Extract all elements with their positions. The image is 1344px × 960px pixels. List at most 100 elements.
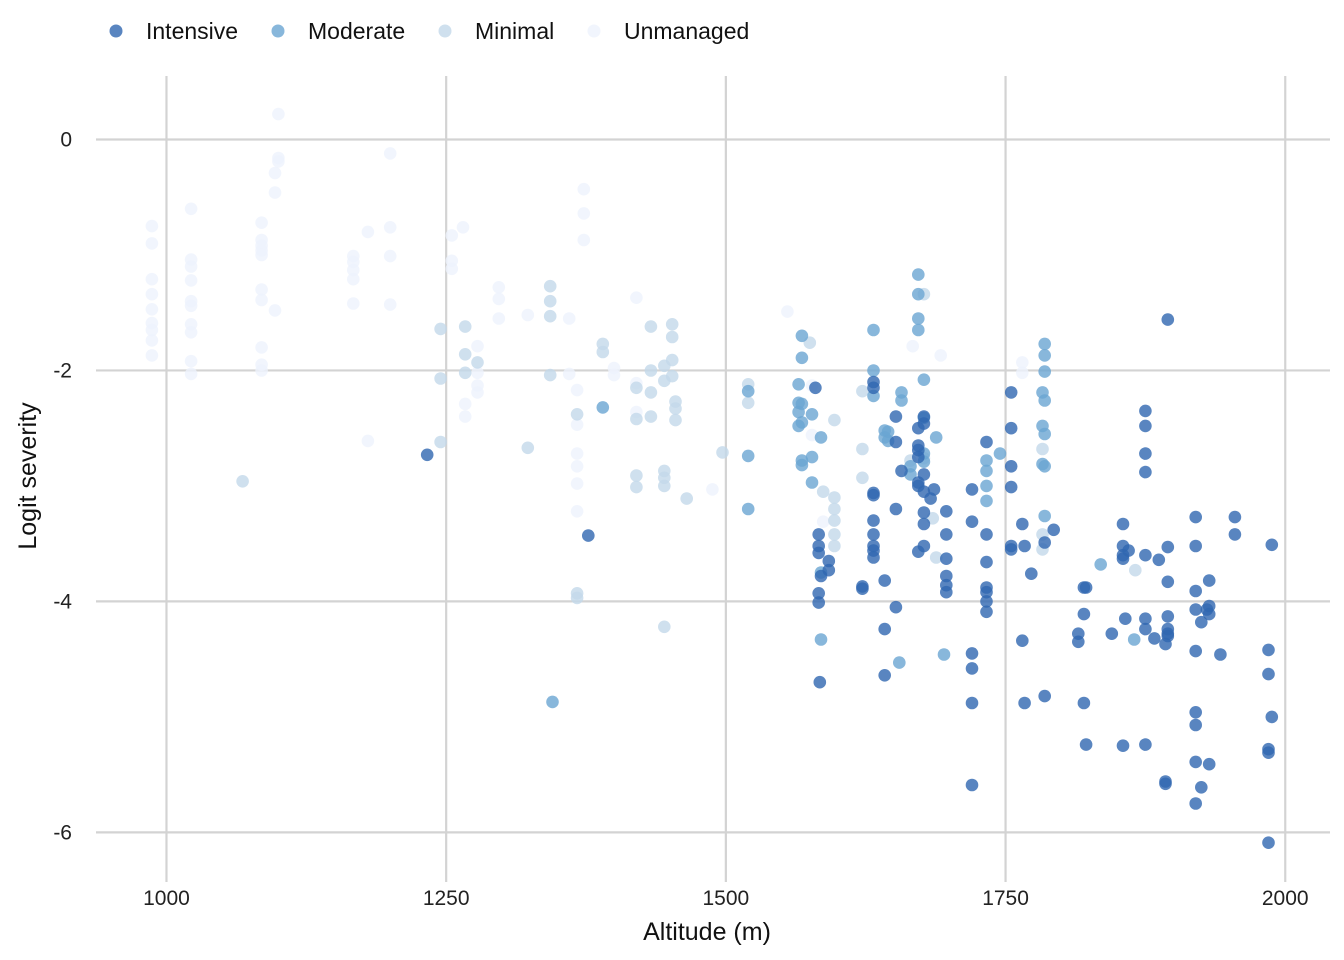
data-point [809,381,822,395]
data-point [658,620,671,634]
data-point [940,569,953,583]
data-point [577,182,591,196]
data-point [1265,538,1279,552]
legend-marker [109,24,123,38]
data-point [184,354,198,368]
data-point [792,378,805,391]
data-point [255,248,268,262]
data-point [434,372,447,385]
data-point [1016,634,1029,647]
data-point [492,292,506,306]
data-point [741,396,755,410]
data-point [867,514,880,527]
data-point [812,528,825,541]
data-point [236,475,249,488]
data-point [268,186,282,199]
data-point [471,386,484,399]
data-point [1159,637,1172,651]
data-point [1161,575,1175,589]
data-point [1228,510,1242,524]
data-point [361,225,375,239]
data-point [1038,337,1051,351]
data-point [1262,746,1275,759]
data-point [521,441,535,455]
data-point [965,647,979,660]
data-point [917,506,931,519]
data-point [1195,615,1208,629]
data-point [1262,643,1275,657]
y-tick-label: 0 [60,129,72,152]
data-point [828,413,841,427]
data-point [1129,563,1142,577]
data-point [878,622,891,636]
data-point [927,483,941,496]
data-point [1161,313,1175,326]
data-point [1159,777,1172,791]
data-point [255,293,268,307]
data-point [741,384,755,398]
y-axis-tick-labels: 0 -2 -4 -6 [53,129,72,845]
data-point [881,425,895,439]
data-point [268,304,282,317]
data-point [867,323,880,337]
data-point [912,312,925,325]
data-point [665,369,679,383]
data-point [1189,584,1202,598]
data-point [184,326,198,339]
data-point [895,464,908,478]
data-point [145,349,159,362]
data-point [630,469,643,482]
data-point [980,479,993,493]
data-point [471,356,484,369]
data-point [1016,517,1029,531]
data-point [607,368,621,382]
data-point [1018,539,1031,553]
y-tick-label: -2 [53,359,72,382]
data-point [856,582,869,595]
data-point [458,348,472,361]
data-point [795,329,809,343]
data-point [1189,644,1202,658]
data-point [630,480,643,494]
series-unmanaged [145,107,1029,528]
data-point [1139,404,1152,418]
data-point [1214,648,1227,661]
data-point [1139,447,1152,460]
data-point [828,502,841,516]
data-point [814,431,828,444]
data-point [492,281,506,294]
data-point [706,483,719,496]
data-point [680,492,693,505]
data-point [1139,622,1152,636]
data-point [1038,365,1051,378]
data-point [828,514,841,527]
data-point [434,435,447,449]
data-point [867,364,880,377]
x-tick-label: 1750 [982,887,1029,910]
data-point [856,442,869,456]
data-point [184,274,198,287]
data-point [1139,419,1152,433]
data-point [630,381,643,395]
series-intensive [420,313,1279,849]
data-point [812,587,825,600]
data-point [856,384,869,398]
data-point [1127,633,1141,646]
data-point [1262,836,1275,849]
data-point [1139,738,1152,751]
data-point [145,323,159,337]
data-point [383,147,397,160]
data-point [1189,510,1202,524]
x-tick-label: 2000 [1262,887,1309,910]
data-point [993,447,1007,460]
data-point [822,563,836,577]
data-point [1038,509,1051,523]
vertical-gridlines [165,76,1287,882]
data-point [272,155,285,168]
data-point [812,596,825,609]
y-tick-label: -4 [53,590,72,613]
data-point [562,312,576,325]
data-point [445,262,459,276]
data-point [665,353,679,367]
data-point [716,446,729,459]
